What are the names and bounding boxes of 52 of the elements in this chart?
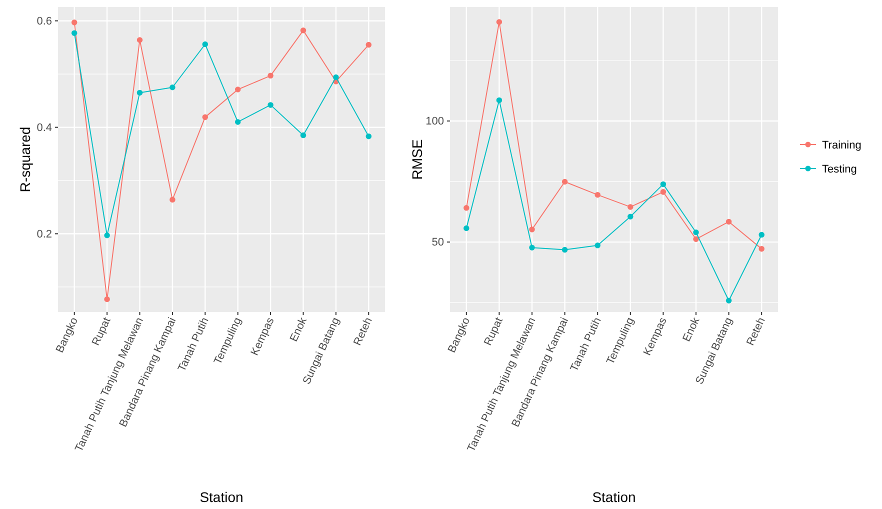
x-tick-label: Enok (288, 315, 310, 344)
y-tick-label: 100 (426, 116, 444, 128)
x-tick-label: Enok (680, 315, 702, 344)
point (136, 37, 143, 43)
legend-label: Training (822, 140, 862, 152)
y-axis-title: RMSE (409, 139, 425, 180)
point (104, 296, 110, 302)
point (71, 20, 78, 26)
point (758, 232, 764, 238)
point (496, 19, 502, 25)
point (726, 298, 732, 304)
point (758, 246, 764, 252)
y-tick-label: 0.6 (36, 15, 52, 28)
point (464, 205, 470, 211)
point (234, 86, 241, 92)
point (660, 189, 666, 195)
point (660, 181, 666, 188)
point (202, 114, 208, 120)
y-tick-label: 0.2 (36, 228, 52, 240)
point (726, 218, 732, 225)
point (202, 41, 208, 48)
point (529, 244, 535, 250)
point (366, 42, 372, 48)
point (693, 229, 699, 236)
point (333, 74, 339, 80)
point (170, 196, 176, 203)
point (71, 30, 78, 36)
legend-label: Testing (822, 164, 857, 176)
y-tick-label: 50 (432, 236, 444, 249)
point (464, 225, 470, 232)
point (628, 204, 634, 210)
point (104, 232, 110, 238)
point (300, 132, 306, 138)
point (562, 178, 568, 185)
point (562, 246, 568, 253)
point (300, 28, 306, 34)
point (170, 84, 176, 90)
point (268, 102, 274, 108)
point (268, 72, 274, 79)
point (594, 242, 600, 248)
point (234, 119, 241, 125)
y-axis-title: R-squared (17, 126, 33, 192)
point (594, 192, 600, 198)
x-axis-title: Station (200, 489, 244, 505)
point (529, 226, 535, 232)
point (136, 90, 143, 96)
point (628, 214, 634, 220)
y-tick-label: 0.4 (36, 122, 52, 134)
point (693, 236, 699, 242)
point (496, 97, 502, 104)
point (366, 133, 372, 140)
x-axis-title: Station (592, 489, 636, 505)
